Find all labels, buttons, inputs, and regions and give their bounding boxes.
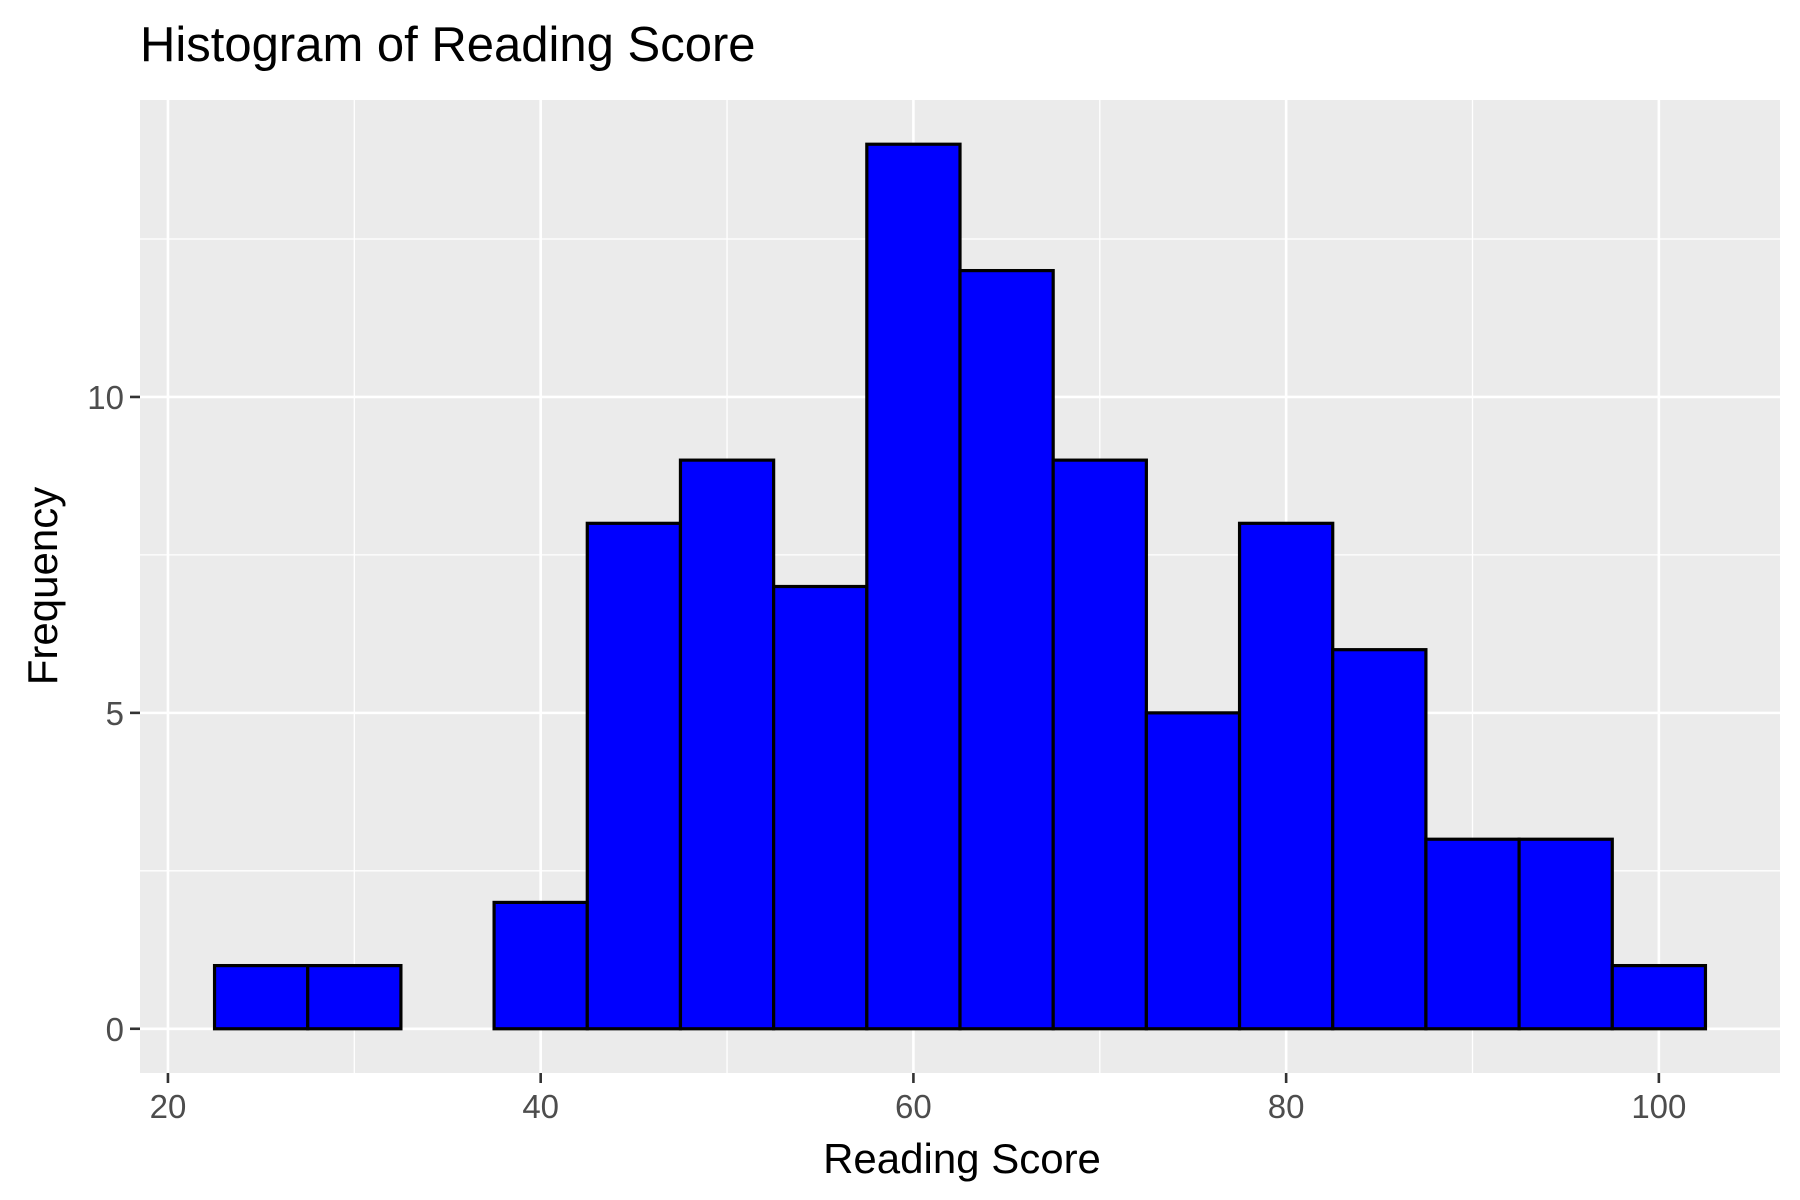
x-tick-label-0: 20	[150, 1088, 187, 1125]
x-axis-tick-labels: 20 40 60 80 100	[150, 1088, 1687, 1125]
y-axis-tick-labels: 0 5 10	[87, 379, 124, 1048]
x-tick-label-4: 100	[1631, 1088, 1686, 1125]
y-axis-title: Frequency	[19, 487, 66, 685]
x-axis-title: Reading Score	[823, 1135, 1101, 1182]
histogram-bar-14	[1517, 837, 1614, 1031]
histogram-bar-15	[1610, 963, 1708, 1031]
chart-title: Histogram of Reading Score	[140, 18, 756, 72]
x-tick-label-2: 60	[895, 1088, 932, 1125]
histogram-bar-12	[1331, 648, 1428, 1031]
histogram-bars	[212, 142, 1708, 1031]
histogram-bar-10	[1144, 711, 1242, 1031]
y-tick-label-0: 0	[106, 1011, 124, 1048]
y-tick-label-1: 5	[106, 695, 124, 732]
histogram-bar-13	[1424, 837, 1521, 1031]
histogram-bar-6	[772, 584, 869, 1031]
histogram-bar-5	[678, 458, 776, 1031]
histogram-bar-8	[958, 268, 1055, 1031]
y-tick-label-2: 10	[87, 379, 124, 416]
histogram-bar-3	[492, 900, 589, 1031]
histogram-bar-11	[1237, 521, 1335, 1031]
histogram-bar-7	[865, 142, 962, 1031]
x-tick-label-3: 80	[1268, 1088, 1305, 1125]
histogram-bar-4	[585, 521, 683, 1031]
histogram-bar-1	[306, 963, 403, 1031]
axis-ticks	[130, 395, 1661, 1083]
histogram-bar-9	[1051, 458, 1148, 1031]
histogram-bar-0	[212, 963, 310, 1031]
x-tick-label-1: 40	[522, 1088, 559, 1125]
